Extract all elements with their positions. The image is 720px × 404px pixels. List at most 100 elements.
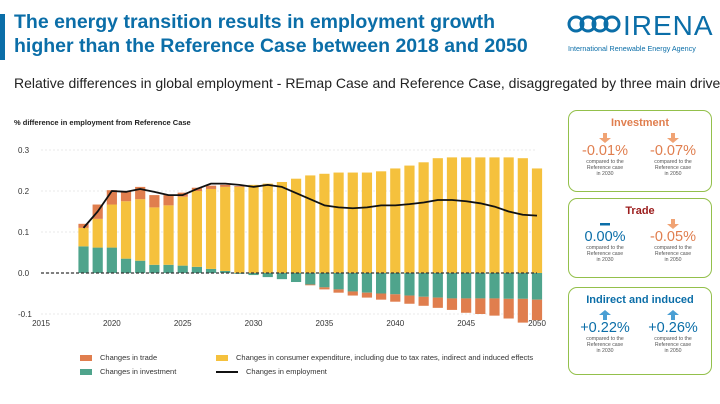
bar-consumer-expenditure <box>348 173 358 273</box>
bar-investment <box>333 273 343 289</box>
bar-consumer-expenditure <box>121 201 131 258</box>
bar-consumer-expenditure <box>532 168 542 273</box>
bar-investment <box>149 265 159 273</box>
bar-consumer-expenditure <box>277 182 287 273</box>
bar-consumer-expenditure <box>489 157 499 273</box>
legend-label-investment: Changes in investment <box>100 367 176 376</box>
bar-trade <box>348 291 358 295</box>
bar-investment <box>78 246 88 273</box>
trade-2050-note-3: in 2050 <box>643 257 703 263</box>
indirect-2050-stat: +0.26% compared to the Reference case in… <box>643 310 703 354</box>
up-arrow-icon <box>667 310 679 320</box>
indirect-2050-value: +0.26% <box>643 320 703 336</box>
bar-consumer-expenditure <box>149 207 159 264</box>
investment-2050-note-3: in 2050 <box>643 171 703 177</box>
bar-trade <box>461 298 471 312</box>
trade-2050-value: -0.05% <box>643 229 703 245</box>
bar-trade <box>319 287 329 289</box>
investment-2030-value: -0.01% <box>575 143 635 159</box>
legend-swatch-consumer <box>216 355 228 361</box>
bar-trade <box>362 293 372 298</box>
bar-trade <box>333 289 343 292</box>
investment-2030-stat: -0.01% compared to the Reference case in… <box>575 133 635 177</box>
dash-icon <box>599 219 611 229</box>
x-tick-label: 2030 <box>245 319 263 328</box>
bar-trade <box>149 195 159 207</box>
legend-item-investment: Changes in investment <box>80 367 176 376</box>
bar-trade <box>504 299 514 319</box>
bar-trade <box>447 298 457 309</box>
bar-investment <box>135 261 145 273</box>
bar-consumer-expenditure <box>248 185 258 273</box>
bar-investment <box>433 273 443 298</box>
indirect-2050-note-3: in 2050 <box>643 348 703 354</box>
indirect-2030-value: +0.22% <box>575 320 635 336</box>
bar-investment <box>461 273 471 298</box>
y-tick-label: 0.3 <box>18 146 30 155</box>
bar-consumer-expenditure <box>178 197 188 266</box>
x-tick-label: 2020 <box>103 319 121 328</box>
bar-trade <box>433 298 443 308</box>
irena-emblem-icon <box>566 8 622 44</box>
bar-consumer-expenditure <box>390 168 400 273</box>
bar-consumer-expenditure <box>135 199 145 261</box>
bar-consumer-expenditure <box>305 175 315 273</box>
trade-box-title: Trade <box>569 205 711 217</box>
bar-trade <box>390 294 400 301</box>
bar-consumer-expenditure <box>107 205 117 248</box>
bar-consumer-expenditure <box>461 157 471 273</box>
bar-consumer-expenditure <box>433 158 443 273</box>
bar-investment <box>518 273 528 299</box>
bar-trade <box>376 294 386 300</box>
down-arrow-icon <box>599 133 611 143</box>
bar-consumer-expenditure <box>78 228 88 246</box>
trade-2050-stat: -0.05% compared to the Reference case in… <box>643 219 703 263</box>
bar-trade <box>206 186 216 189</box>
x-tick-label: 2040 <box>386 319 404 328</box>
x-tick-label: 2035 <box>316 319 334 328</box>
bar-consumer-expenditure <box>220 187 230 271</box>
bar-trade <box>489 298 499 315</box>
legend-item-trade: Changes in trade <box>80 353 157 362</box>
bar-investment <box>475 273 485 298</box>
bar-trade <box>518 299 528 323</box>
investment-summary-box: Investment -0.01% compared to the Refere… <box>568 110 712 192</box>
bar-trade <box>532 300 542 321</box>
bar-investment <box>192 267 202 273</box>
trade-summary-box: Trade 0.00% compared to the Reference ca… <box>568 198 712 278</box>
trade-2030-note-3: in 2030 <box>575 257 635 263</box>
x-tick-label: 2045 <box>457 319 475 328</box>
bar-consumer-expenditure <box>192 191 202 267</box>
logo-wordmark: IRENA <box>623 10 714 42</box>
legend-swatch-trade <box>80 355 92 361</box>
bar-investment <box>305 273 315 284</box>
y-tick-label: 0.2 <box>18 187 30 196</box>
bar-investment <box>419 273 429 297</box>
x-tick-label: 2015 <box>32 319 50 328</box>
bar-investment <box>319 273 329 287</box>
bar-consumer-expenditure <box>234 187 244 273</box>
bar-investment <box>206 269 216 273</box>
legend-label-employment: Changes in employment <box>246 367 327 376</box>
bar-trade <box>404 296 414 304</box>
irena-logo: IRENA International Renewable Energy Age… <box>566 8 716 58</box>
investment-2050-stat: -0.07% compared to the Reference case in… <box>643 133 703 177</box>
bar-investment <box>291 273 301 282</box>
bar-consumer-expenditure <box>376 171 386 273</box>
bar-investment <box>489 273 499 298</box>
trade-2030-stat: 0.00% compared to the Reference case in … <box>575 219 635 263</box>
indirect-2030-note-3: in 2030 <box>575 348 635 354</box>
down-arrow-icon <box>667 219 679 229</box>
bar-investment <box>447 273 457 298</box>
bar-investment <box>362 273 372 293</box>
bar-consumer-expenditure <box>206 189 216 269</box>
bar-consumer-expenditure <box>93 219 103 248</box>
indirect-2030-stat: +0.22% compared to the Reference case in… <box>575 310 635 354</box>
bar-investment <box>504 273 514 299</box>
indirect-induced-summary-box: Indirect and induced +0.22% compared to … <box>568 287 712 375</box>
bar-investment <box>93 248 103 273</box>
y-tick-label: -0.1 <box>18 310 32 319</box>
bar-investment <box>348 273 358 291</box>
bar-investment <box>263 273 273 277</box>
y-tick-label: 0.1 <box>18 228 30 237</box>
